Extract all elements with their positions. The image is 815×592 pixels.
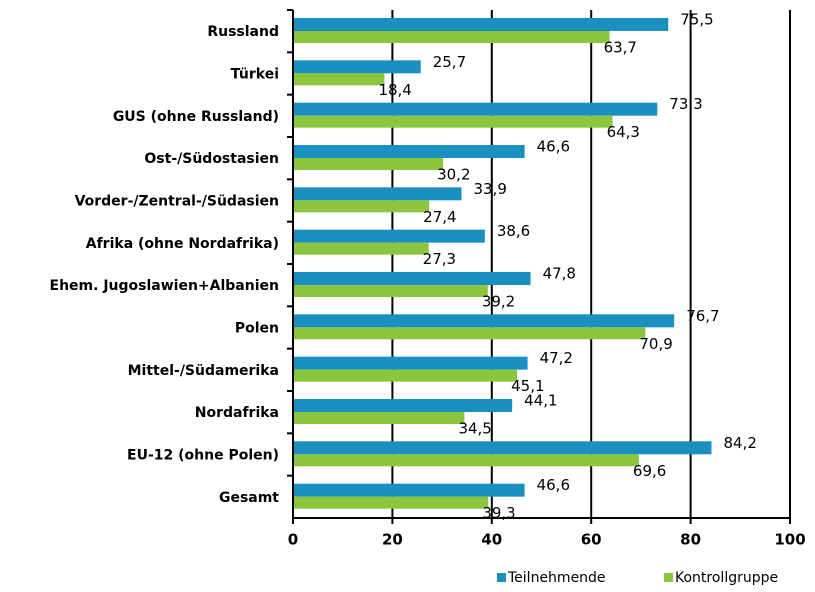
bar [293, 73, 385, 86]
bar [293, 314, 675, 328]
bar [293, 496, 489, 509]
y-tick-label: Polen [235, 321, 279, 337]
value-label: 39,2 [482, 293, 515, 311]
x-tick-label: 40 [481, 531, 502, 549]
bar [293, 272, 531, 285]
value-label: 47,2 [540, 349, 573, 367]
x-tick-label: 20 [382, 531, 403, 549]
value-label: 33,9 [473, 180, 506, 198]
value-label: 34,5 [458, 420, 491, 438]
y-tick-label: EU-12 (ohne Polen) [127, 448, 279, 464]
value-label: 84,2 [723, 434, 756, 452]
value-label: 27,3 [423, 250, 456, 268]
bar [293, 285, 488, 297]
value-label: 46,6 [537, 476, 570, 494]
value-label: 45,1 [511, 377, 544, 395]
bar [293, 31, 610, 43]
bar [293, 441, 712, 455]
bar [293, 187, 462, 201]
bar [293, 102, 658, 116]
y-tick-label: Ost-/Südostasien [144, 151, 279, 167]
bar [293, 145, 525, 158]
legend-swatch [664, 573, 673, 582]
bar [293, 200, 430, 213]
y-tick-label: Ehem. Jugoslawien+Albanien [50, 278, 279, 294]
y-tick-label: Russland [207, 24, 279, 40]
value-label: 69,6 [633, 462, 666, 480]
x-tick-label: 0 [288, 531, 298, 549]
bar [293, 412, 465, 424]
y-tick-label: GUS (ohne Russland) [113, 109, 279, 125]
value-label: 64,3 [607, 123, 640, 141]
y-tick-label: Nordafrika [195, 405, 279, 421]
bar [293, 60, 421, 74]
value-label: 18,4 [378, 81, 411, 99]
value-label: 30,2 [437, 166, 470, 184]
bar [293, 115, 613, 128]
y-tick-label: Vorder-/Zentral-/Südasien [75, 194, 279, 210]
bar [293, 454, 639, 467]
bar [293, 229, 485, 243]
bar [293, 327, 646, 340]
y-tick-label: Mittel-/Südamerika [128, 363, 279, 379]
value-label: 27,4 [423, 208, 456, 226]
x-tick-label: 100 [774, 531, 805, 549]
value-label: 47,8 [543, 265, 576, 283]
bar [293, 369, 518, 382]
value-label: 63,7 [604, 39, 637, 57]
value-label: 38,6 [497, 222, 530, 240]
bar [293, 356, 528, 370]
legend-label: Teilnehmende [507, 570, 606, 586]
value-label: 39,3 [482, 504, 515, 522]
x-tick-label: 60 [581, 531, 602, 549]
x-tick-label: 80 [680, 531, 701, 549]
bar [293, 399, 513, 412]
bar [293, 242, 429, 255]
value-label: 70,9 [639, 335, 672, 353]
y-tick-label: Türkei [231, 67, 279, 83]
bar [293, 158, 444, 170]
value-label: 73,3 [669, 95, 702, 113]
legend-swatch [497, 573, 506, 582]
bar [293, 483, 525, 497]
y-tick-label: Afrika (ohne Nordafrika) [86, 236, 279, 252]
value-label: 46,6 [537, 138, 570, 156]
value-label: 75,5 [680, 11, 713, 29]
value-label: 25,7 [433, 53, 466, 71]
bar [293, 18, 669, 31]
legend-label: Kontrollgruppe [675, 570, 778, 586]
value-label: 76,7 [686, 307, 719, 325]
value-label: 44,1 [524, 392, 557, 410]
y-tick-label: Gesamt [219, 490, 279, 506]
